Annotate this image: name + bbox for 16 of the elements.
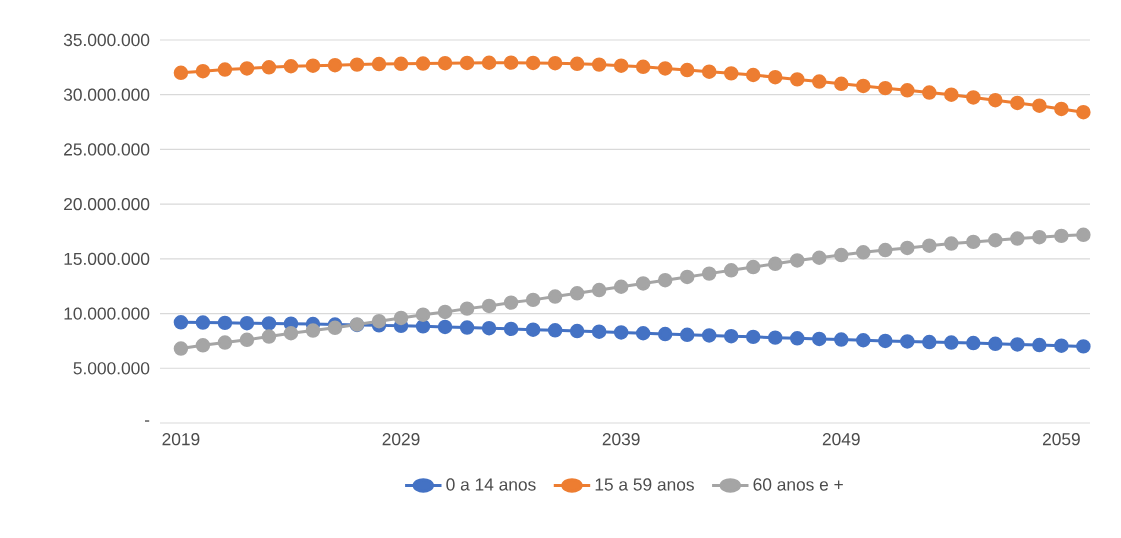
y-tick-label: 20.000.000 (64, 197, 150, 211)
x-tick-label: 2029 (382, 433, 420, 446)
y-tick-label: 25.000.000 (64, 143, 150, 156)
legend-label: 15 a 59 anos (595, 478, 694, 491)
legend-label: 60 anos e + (753, 478, 843, 491)
y-tick-label: 10.000.000 (64, 307, 150, 320)
y-tick-label: 30.000.000 (63, 88, 150, 101)
x-tick-label: 2039 (602, 433, 640, 446)
x-tick-label: 2059 (1042, 433, 1080, 446)
y-tick-label: 5.000.000 (73, 362, 150, 375)
y-tick-label: - (144, 420, 150, 422)
legend-label: 0 a 14 anos (446, 478, 536, 491)
y-tick-label: 35.000.000 (63, 33, 150, 47)
x-tick-label: 2019 (162, 433, 200, 446)
y-tick-label: 15.000.000 (64, 252, 150, 265)
x-tick-label: 2049 (822, 433, 860, 446)
